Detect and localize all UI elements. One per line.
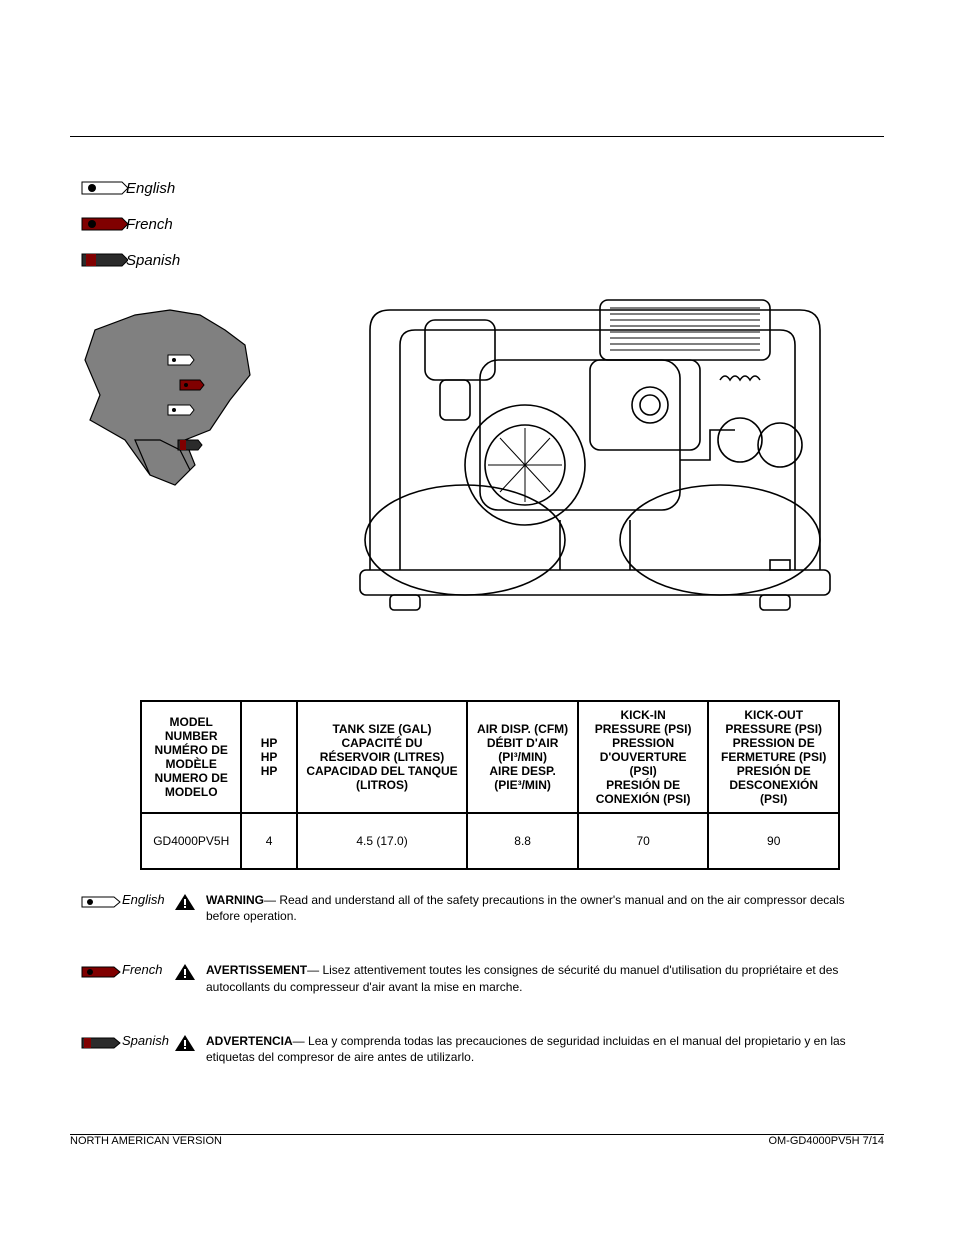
cell-hp: 4	[241, 813, 296, 869]
footer-right: OM-GD4000PV5H 7/14	[768, 1135, 884, 1147]
flag-french-icon	[80, 962, 122, 982]
th-en: AIR DISP. (CFM)	[476, 722, 568, 736]
warn-lead: AVERTISSEMENT	[206, 963, 307, 977]
table-row: GD4000PV5H 4 4.5 (17.0) 8.8 70 90	[141, 813, 839, 869]
flag-spanish-icon	[80, 248, 128, 272]
lang-english-small: English	[80, 892, 170, 912]
warning-english: English WARNING— Read and understand all…	[80, 892, 870, 924]
th-es: PRESIÓN DE DESCONEXIÓN (PSI)	[717, 764, 830, 806]
cell-kickin: 70	[578, 813, 709, 869]
th-fr: PRESSION DE FERMETURE (PSI)	[717, 736, 830, 764]
lang-spanish-label: Spanish	[126, 252, 180, 269]
lang-spanish-small: Spanish	[80, 1033, 170, 1053]
cell-model: GD4000PV5H	[141, 813, 241, 869]
warn-sep: —	[307, 963, 322, 977]
compressor-icon	[340, 260, 850, 660]
th-fr: CAPACITÉ DU RÉSERVOIR (LITRES)	[306, 736, 459, 764]
flag-label: French	[122, 962, 162, 977]
th-es: PRESIÓN DE CONEXIÓN (PSI)	[587, 778, 700, 806]
warn-lead: ADVERTENCIA	[206, 1034, 293, 1048]
map-icon	[80, 300, 300, 490]
flag-label: English	[122, 892, 165, 907]
language-list: English French Spanish	[80, 170, 180, 278]
header-rule	[70, 136, 884, 137]
th-es: CAPACIDAD DEL TANQUE (LITROS)	[306, 764, 459, 792]
lang-french-small: French	[80, 962, 170, 982]
product-illustration	[340, 260, 850, 665]
warning-french: French AVERTISSEMENT— Lisez attentivemen…	[80, 962, 870, 994]
page-footer: NORTH AMERICAN VERSION OM-GD4000PV5H 7/1…	[70, 1135, 884, 1147]
lang-french: French	[80, 206, 180, 242]
spec-table: MODEL NUMBER NUMÉRO DE MODÈLE NUMERO DE …	[140, 700, 840, 870]
col-tank: TANK SIZE (GAL) CAPACITÉ DU RÉSERVOIR (L…	[297, 701, 468, 813]
warning-triangle-icon	[174, 962, 200, 987]
th-es: AIRE DESP. (PIE³/MIN)	[476, 764, 568, 792]
col-kickin: KICK-IN PRESSURE (PSI) PRESSION D'OUVERT…	[578, 701, 709, 813]
warning-text-es: ADVERTENCIA— Lea y comprenda todas las p…	[206, 1033, 870, 1065]
warning-text-fr: AVERTISSEMENT— Lisez attentivement toute…	[206, 962, 870, 994]
th-es: NUMERO DE MODELO	[150, 771, 232, 799]
col-kickout: KICK-OUT PRESSURE (PSI) PRESSION DE FERM…	[708, 701, 839, 813]
th-en: KICK-IN PRESSURE (PSI)	[587, 708, 700, 736]
table-header-row: MODEL NUMBER NUMÉRO DE MODÈLE NUMERO DE …	[141, 701, 839, 813]
warnings-block: English WARNING— Read and understand all…	[80, 892, 870, 1103]
warning-triangle-icon	[174, 892, 200, 917]
cell-kickout: 90	[708, 813, 839, 869]
warn-sep: —	[293, 1034, 308, 1048]
th-en: KICK-OUT PRESSURE (PSI)	[717, 708, 830, 736]
north-america-map	[80, 300, 310, 495]
warning-spanish: Spanish ADVERTENCIA— Lea y comprenda tod…	[80, 1033, 870, 1065]
th-en: MODEL NUMBER	[150, 715, 232, 743]
lang-spanish: Spanish	[80, 242, 180, 278]
col-hp: HP HP HP	[241, 701, 296, 813]
warning-text-en: WARNING— Read and understand all of the …	[206, 892, 870, 924]
footer-left: NORTH AMERICAN VERSION	[70, 1135, 222, 1147]
warn-lead: WARNING	[206, 893, 264, 907]
th-fr: HP	[250, 750, 287, 764]
warn-body: Read and understand all of the safety pr…	[206, 893, 845, 923]
flag-english-icon	[80, 892, 122, 912]
th-fr: PRESSION D'OUVERTURE (PSI)	[587, 736, 700, 778]
flag-english-icon	[80, 176, 128, 200]
flag-label: Spanish	[122, 1033, 169, 1048]
lang-english-label: English	[126, 180, 175, 197]
flag-french-icon	[80, 212, 128, 236]
th-en: HP	[250, 736, 287, 750]
th-fr: NUMÉRO DE MODÈLE	[150, 743, 232, 771]
col-air: AIR DISP. (CFM) DÉBIT D'AIR (PI³/MIN) AI…	[467, 701, 577, 813]
warning-triangle-icon	[174, 1033, 200, 1058]
col-model: MODEL NUMBER NUMÉRO DE MODÈLE NUMERO DE …	[141, 701, 241, 813]
cell-tank: 4.5 (17.0)	[297, 813, 468, 869]
th-en: TANK SIZE (GAL)	[306, 722, 459, 736]
cell-air: 8.8	[467, 813, 577, 869]
lang-english: English	[80, 170, 180, 206]
warn-sep: —	[264, 893, 279, 907]
th-es: HP	[250, 764, 287, 778]
th-fr: DÉBIT D'AIR (PI³/MIN)	[476, 736, 568, 764]
lang-french-label: French	[126, 216, 173, 233]
flag-spanish-icon	[80, 1033, 122, 1053]
